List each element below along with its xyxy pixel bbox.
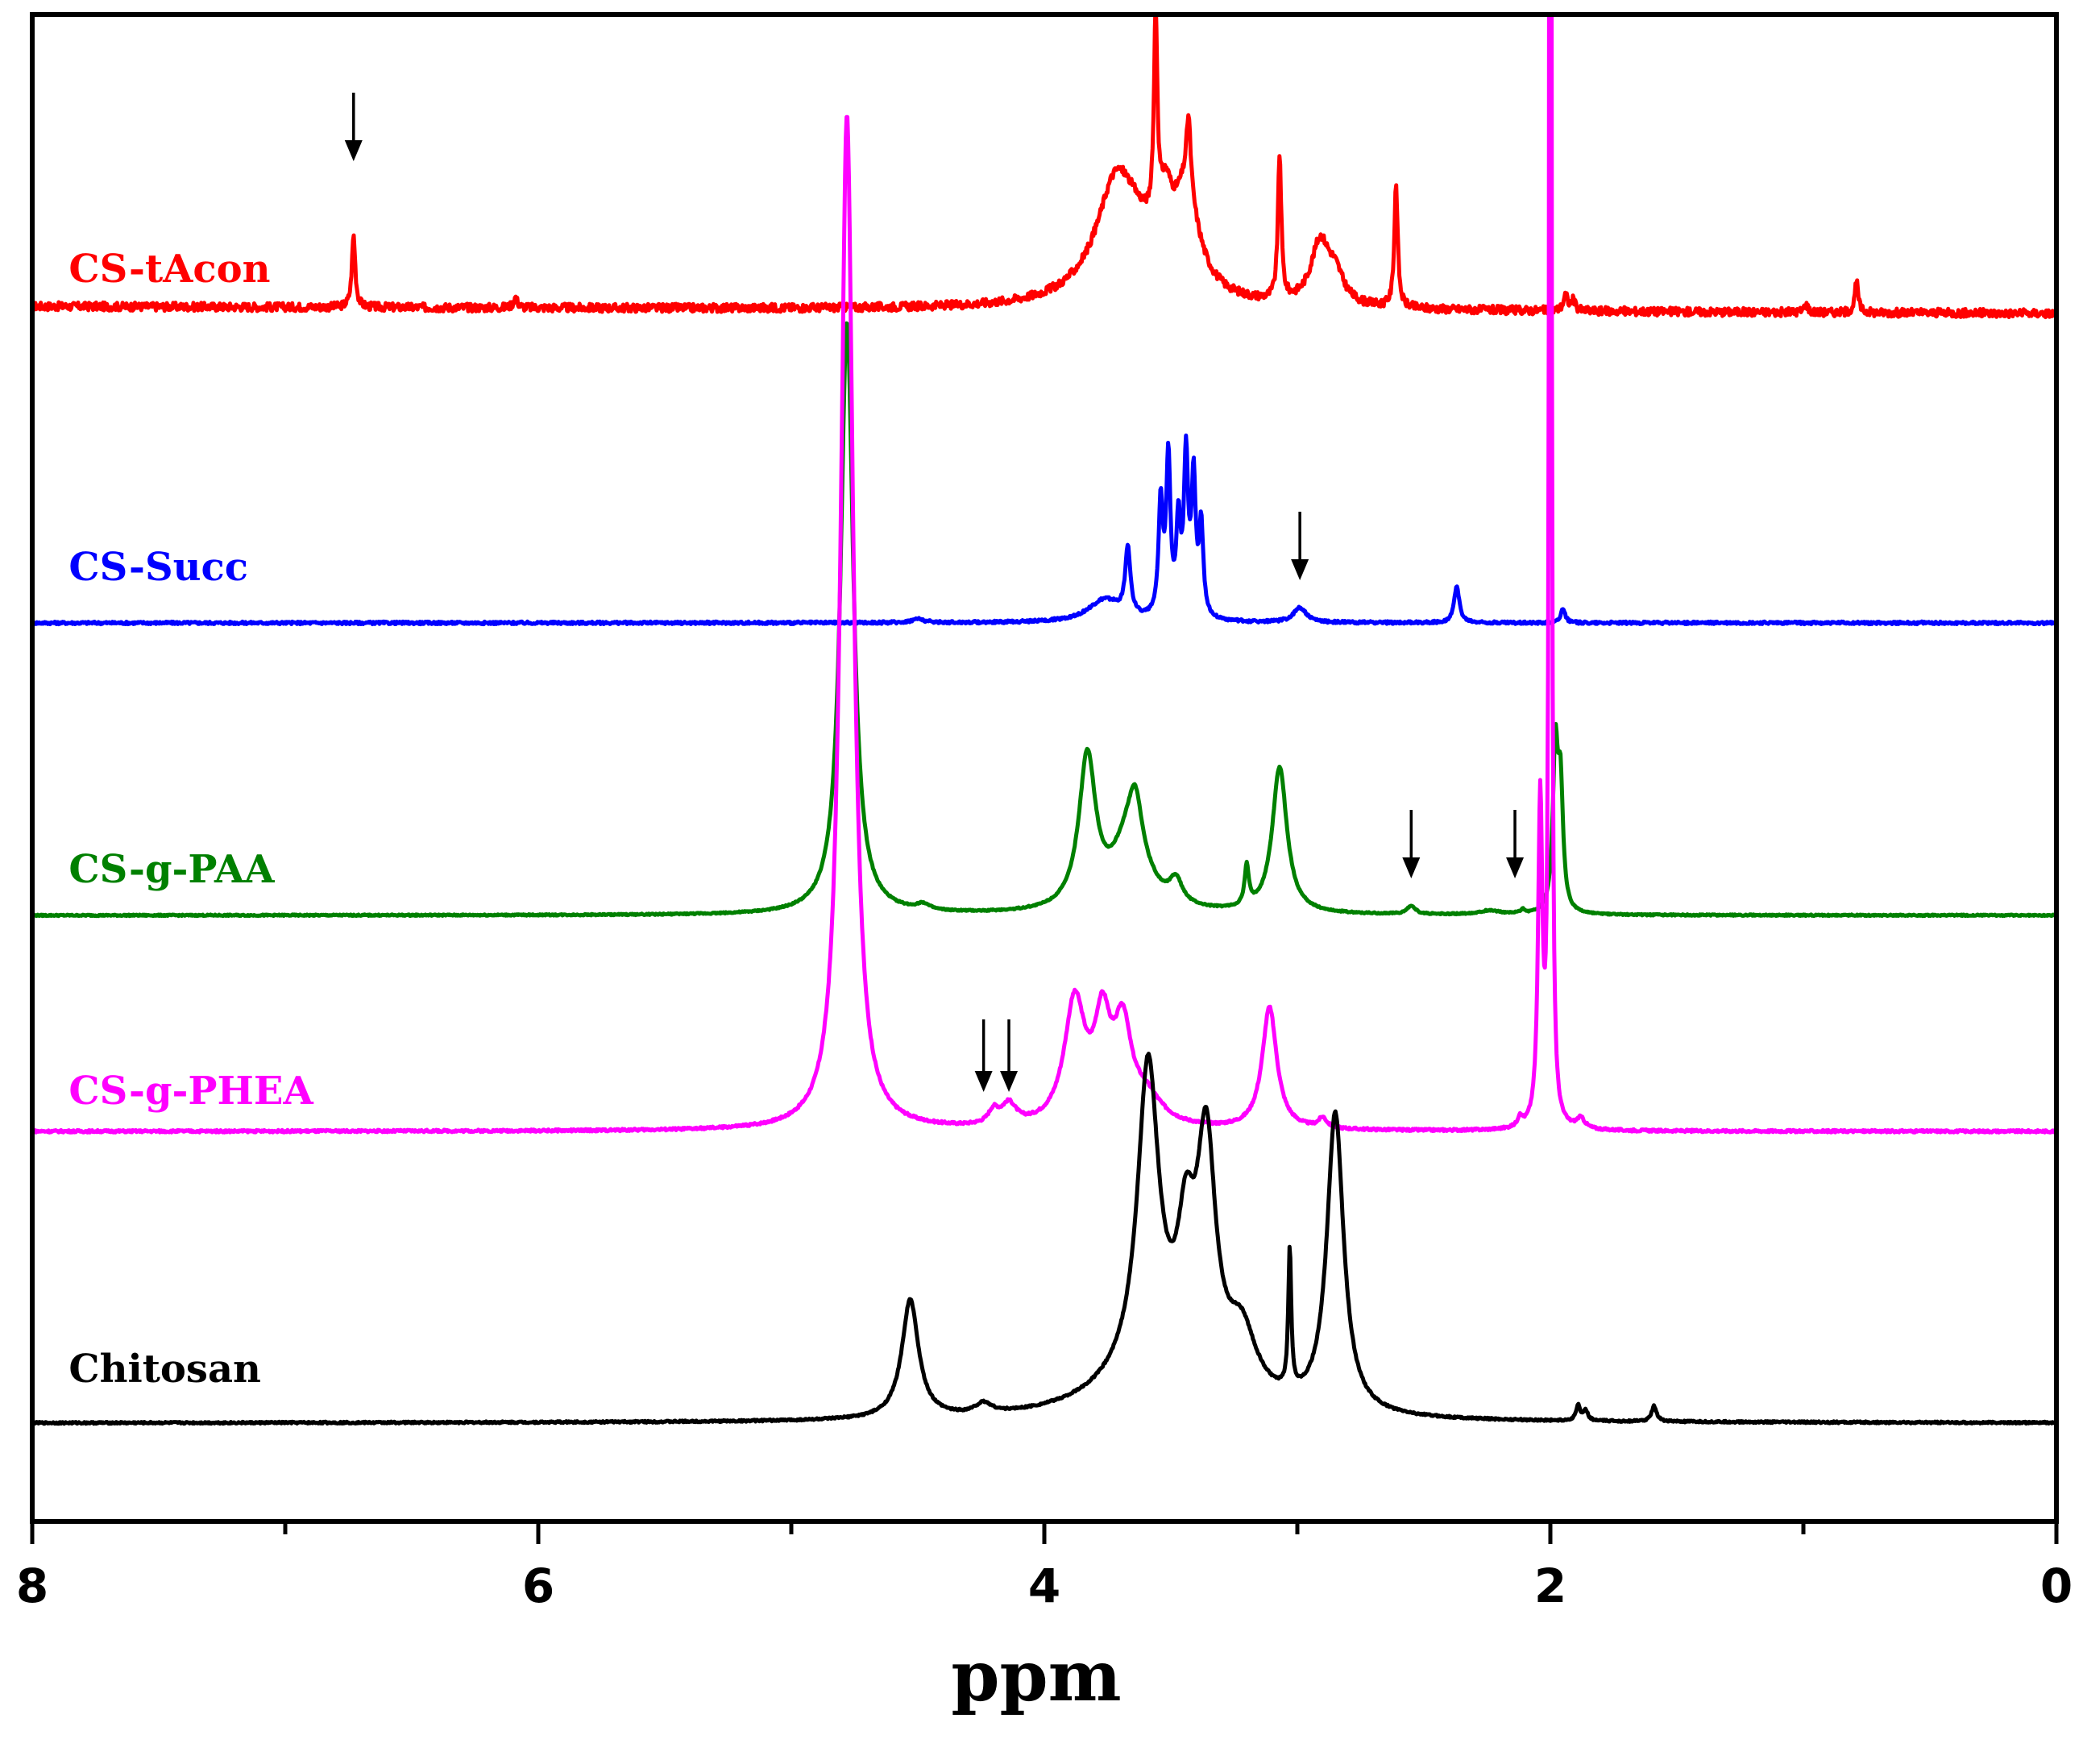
tick-label-0: 0 (2040, 1559, 2073, 1613)
trace-cs-succ (32, 434, 2056, 627)
series-label-cs-succ: CS-Succ (68, 545, 248, 590)
arrow-cs-g-phea-4 (974, 1019, 993, 1092)
arrow-cs-g-paa-3 (1506, 810, 1525, 878)
arrow-cs-g-paa-2 (1402, 810, 1421, 878)
tick-label-6: 6 (522, 1559, 554, 1613)
arrow-cs-succ-1 (1291, 512, 1309, 580)
trace-chitosan (32, 1052, 2056, 1426)
spectrum-traces (32, 15, 2056, 1426)
peak-arrows (344, 93, 1525, 1092)
series-label-cs-tacon: CS-tAcon (68, 247, 270, 292)
arrow-cs-tacon-0 (344, 93, 363, 161)
tick-label-4: 4 (1028, 1559, 1060, 1613)
tick-label-2: 2 (1534, 1559, 1566, 1613)
x-axis-title: ppm (951, 1636, 1121, 1717)
series-label-cs-g-paa: CS-g-PAA (68, 847, 275, 892)
series-labels: CS-tAcon CS-Succ CS-g-PAA CS-g-PHEA Chitosan (68, 247, 313, 1392)
x-axis-ticks (30, 1521, 2059, 1544)
x-axis-tick-labels: 8 6 4 2 0 (16, 1559, 2073, 1613)
arrow-cs-g-phea-5 (1000, 1019, 1019, 1092)
plot-frame (30, 12, 2059, 1524)
trace-cs-tacon (32, 15, 2056, 320)
trace-cs-g-paa (32, 321, 2056, 919)
trace-cs-g-phea (32, 15, 2056, 1135)
tick-label-8: 8 (16, 1559, 48, 1613)
series-label-cs-g-phea: CS-g-PHEA (68, 1069, 313, 1114)
series-label-chitosan: Chitosan (68, 1347, 261, 1392)
